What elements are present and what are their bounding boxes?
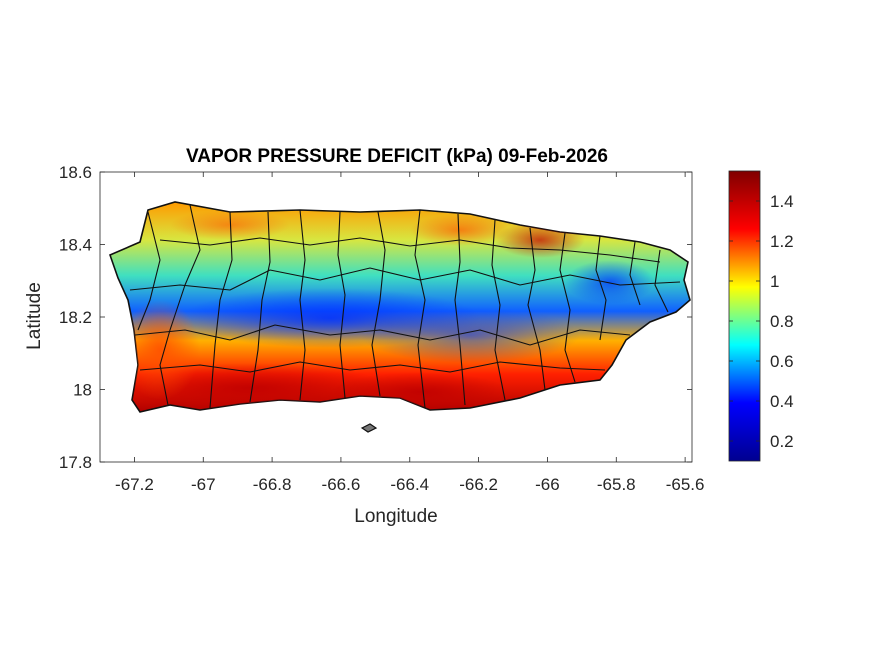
x-axis-label: Longitude [354, 506, 437, 527]
x-tick-label: -66.2 [459, 475, 498, 494]
colorbar-ticks: 0.2 0.4 0.6 0.8 1 1.2 1.4 [729, 192, 794, 451]
x-axis-ticks: -67.2 -67 -66.8 -66.6 -66.4 -66.2 -66 -65.8 -65.… [115, 172, 704, 494]
x-tick-label: -65.6 [666, 475, 705, 494]
colorbar-tick-label: 1.2 [770, 232, 794, 251]
colorbar-tick-label: 0.6 [770, 352, 794, 371]
y-tick-label: 17.8 [59, 453, 92, 472]
y-tick-label: 18.4 [59, 236, 92, 255]
colorbar-gradient [728, 170, 761, 462]
colorbar-tick-label: 0.8 [770, 312, 794, 331]
x-tick-label: -66.4 [390, 475, 429, 494]
colorbar-tick-label: 1.4 [770, 192, 794, 211]
colorbar-tick-label: 1 [770, 272, 779, 291]
colorbar: 0.2 0.4 0.6 0.8 1 1.2 1.4 [728, 170, 794, 462]
y-tick-label: 18.6 [59, 163, 92, 182]
map-title: VAPOR PRESSURE DEFICIT (kPa) 09-Feb-2026 [186, 146, 608, 167]
x-tick-label: -67 [191, 475, 216, 494]
y-axis-ticks: 17.8 18 18.2 18.4 18.6 [59, 163, 692, 472]
y-tick-label: 18.2 [59, 308, 92, 327]
y-axis-label: Latitude [24, 282, 45, 350]
x-tick-label: -67.2 [115, 475, 154, 494]
y-tick-label: 18 [73, 381, 92, 400]
small-island [360, 423, 378, 433]
municipality-boundaries [129, 204, 681, 409]
x-tick-label: -66.8 [253, 475, 292, 494]
colorbar-tick-label: 0.2 [770, 432, 794, 451]
x-tick-label: -66.6 [322, 475, 361, 494]
colorbar-tick-label: 0.4 [770, 392, 794, 411]
x-tick-label: -66 [535, 475, 560, 494]
x-tick-label: -65.8 [597, 475, 636, 494]
